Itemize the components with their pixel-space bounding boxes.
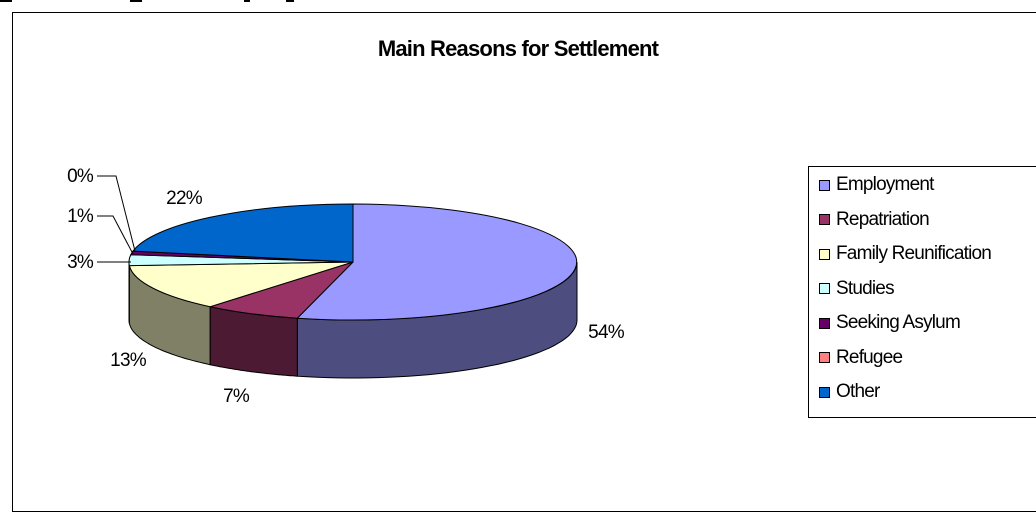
data-label-seeking-asylum: 1% — [67, 206, 94, 227]
legend-label: Refugee — [836, 347, 902, 369]
legend-swatch — [819, 249, 830, 260]
data-label-refugee: 0% — [67, 166, 94, 187]
data-label-repatriation: 7% — [223, 386, 250, 407]
legend: Employment Repatriation Family Reunificati… — [808, 166, 1036, 418]
data-label-studies: 3% — [67, 252, 94, 273]
legend-item-studies: Studies — [819, 277, 894, 301]
legend-item-repatriation: Repatriation — [819, 208, 929, 232]
legend-swatch — [819, 318, 830, 329]
data-label-family-reunification: 13% — [110, 350, 147, 371]
legend-label: Repatriation — [836, 209, 929, 231]
legend-item-other: Other — [819, 380, 880, 404]
legend-label: Other — [836, 381, 880, 403]
legend-swatch — [819, 387, 830, 398]
data-label-other: 22% — [166, 188, 203, 209]
legend-swatch — [819, 352, 830, 363]
legend-item-employment: Employment — [819, 173, 934, 197]
legend-item-family-reunification: Family Reunification — [819, 242, 991, 266]
legend-swatch — [819, 283, 830, 294]
legend-label: Family Reunification — [836, 243, 991, 265]
legend-label: Employment — [836, 174, 934, 196]
data-label-employment: 54% — [588, 322, 625, 343]
legend-swatch — [819, 180, 830, 191]
legend-label: Seeking Asylum — [836, 312, 960, 334]
legend-label: Studies — [836, 278, 894, 300]
leader-line-refugee — [97, 176, 135, 251]
legend-swatch — [819, 214, 830, 225]
legend-item-seeking-asylum: Seeking Asylum — [819, 311, 960, 335]
legend-item-refugee: Refugee — [819, 346, 902, 370]
